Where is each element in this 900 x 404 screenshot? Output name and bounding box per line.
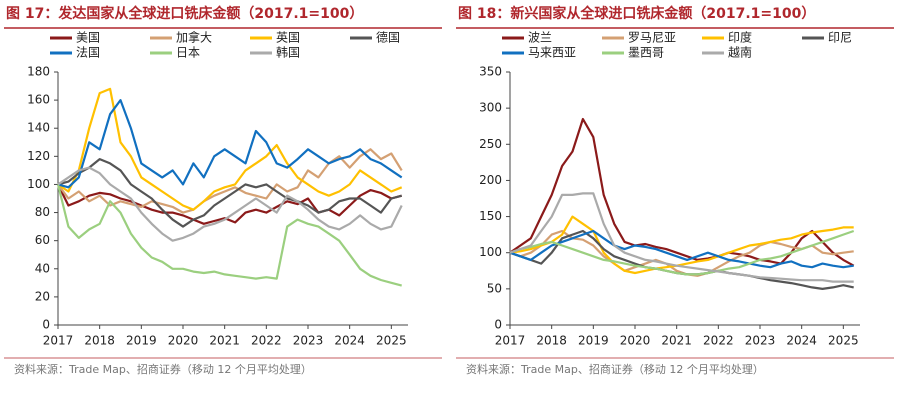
legend-label: 德国: [376, 30, 400, 45]
y-tick-label: 300: [479, 101, 502, 115]
y-tick-label: 50: [487, 281, 502, 295]
y-tick-label: 60: [35, 233, 50, 247]
series-line: [57, 99, 403, 189]
series-line: [509, 229, 855, 276]
x-tick-label: 2020: [168, 334, 199, 348]
legend-label: 美国: [76, 31, 100, 45]
x-tick-label: 2018: [536, 334, 567, 348]
x-tick-label: 2017: [43, 334, 74, 348]
legend-label: 马来西亚: [528, 46, 576, 60]
legend-label: 英国: [276, 31, 300, 45]
x-tick-label: 2022: [251, 334, 282, 348]
y-tick-label: 100: [27, 177, 50, 191]
y-tick-label: 0: [42, 318, 50, 332]
x-tick-label: 2021: [209, 334, 240, 348]
series-line: [57, 87, 403, 211]
legend-label: 法国: [76, 46, 100, 60]
series-line: [56, 184, 402, 287]
x-tick-label: 2021: [661, 334, 692, 348]
y-tick-label: 140: [27, 121, 50, 135]
series-line: [57, 183, 402, 225]
y-tick-label: 160: [27, 93, 50, 107]
x-tick-label: 2025: [376, 334, 407, 348]
series-line: [57, 148, 403, 214]
x-tick-label: 2024: [334, 334, 365, 348]
x-tick-label: 2024: [786, 334, 817, 348]
legend-label: 越南: [728, 45, 752, 60]
legend-label: 韩国: [276, 45, 300, 60]
y-tick-label: 250: [479, 137, 502, 151]
legend-label: 波兰: [528, 31, 552, 45]
series-line: [57, 158, 402, 228]
y-tick-label: 120: [27, 149, 50, 163]
x-tick-label: 2022: [703, 334, 734, 348]
y-tick-label: 200: [479, 173, 502, 187]
x-tick-label: 2025: [828, 334, 859, 348]
legend-label: 加拿大: [176, 30, 212, 45]
x-tick-label: 2018: [84, 334, 115, 348]
x-tick-label: 2023: [293, 334, 324, 348]
y-tick-label: 350: [479, 65, 502, 79]
series-line: [509, 192, 854, 283]
x-tick-label: 2019: [126, 334, 157, 348]
chart-title: 图 17：发达国家从全球进口铣床金额（2017.1=100）: [6, 5, 363, 22]
source: 资料来源：Trade Map、招商证券（移动 12 个月平均处理）: [14, 362, 312, 376]
chart-title: 图 18：新兴国家从全球进口铣床金额（2017.1=100）: [458, 5, 815, 22]
y-tick-label: 40: [35, 261, 50, 275]
source: 资料来源：Trade Map、招商证券（移动 12 个月平均处理）: [466, 362, 764, 376]
x-tick-label: 2017: [495, 334, 526, 348]
legend-label: 日本: [176, 46, 200, 60]
legend-label: 印尼: [828, 31, 852, 45]
legend-label: 墨西哥: [628, 46, 664, 60]
y-tick-label: 20: [35, 289, 50, 303]
x-tick-label: 2020: [620, 334, 651, 348]
legend-label: 罗马尼亚: [628, 31, 676, 45]
series-line: [509, 117, 855, 267]
series-line: [509, 229, 854, 269]
series-line: [57, 166, 403, 242]
y-tick-label: 180: [27, 65, 50, 79]
y-tick-label: 0: [494, 318, 502, 332]
legend-label: 印度: [728, 30, 752, 45]
x-tick-label: 2019: [578, 334, 609, 348]
y-tick-label: 100: [479, 245, 502, 259]
y-tick-label: 80: [35, 205, 50, 219]
series-line: [509, 215, 854, 275]
x-tick-label: 2023: [745, 334, 776, 348]
y-tick-label: 150: [479, 209, 502, 223]
